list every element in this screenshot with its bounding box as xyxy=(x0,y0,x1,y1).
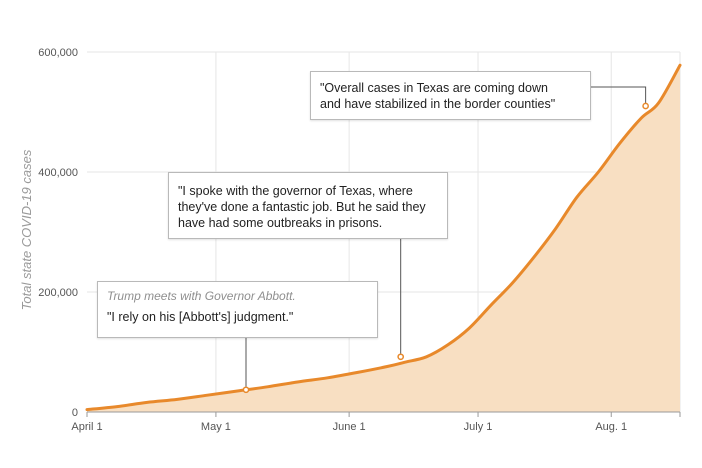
annotation-marker xyxy=(242,386,250,394)
annotation-prisons-quote: "I spoke with the governor of Texas, whe… xyxy=(168,172,448,239)
cases-area xyxy=(87,65,680,412)
y-tick-label: 600,000 xyxy=(38,47,78,59)
x-tick-label: Aug. 1 xyxy=(595,421,627,433)
x-tick-label: April 1 xyxy=(71,421,102,433)
annotation-leaders xyxy=(242,86,649,394)
annotation-border-counties-quote: "Overall cases in Texas are coming down … xyxy=(310,71,591,120)
annotation-abbott-meeting: Trump meets with Governor Abbott. "I rel… xyxy=(97,281,378,338)
cases-line xyxy=(85,63,682,412)
annotation-marker xyxy=(397,353,405,361)
x-tick-label: May 1 xyxy=(201,421,231,433)
annotation-quote-line: have had some outbreaks in prisons. xyxy=(178,216,383,230)
annotation-heading: Trump meets with Governor Abbott. xyxy=(107,289,296,303)
annotation-quote-line: "Overall cases in Texas are coming down xyxy=(320,81,548,95)
y-axis-label: Total state COVID-19 cases xyxy=(19,149,34,310)
y-tick-label: 0 xyxy=(72,407,78,419)
annotation-quote-line: "I rely on his [Abbott's] judgment." xyxy=(107,310,294,324)
axis-ticks: 0 200,000 400,000 600,000 April 1 May 1 June 1… xyxy=(38,47,681,433)
annotation-marker xyxy=(642,102,649,110)
annotation-quote-line: they've done a fantastic job. But he sai… xyxy=(178,200,426,214)
y-tick-label: 400,000 xyxy=(38,167,78,179)
annotation-leader-line xyxy=(591,86,647,103)
x-tick-label: June 1 xyxy=(333,421,366,433)
annotation-quote-line: "I spoke with the governor of Texas, whe… xyxy=(178,184,413,198)
annotation-quote-line: and have stabilized in the border counti… xyxy=(320,97,556,111)
x-tick-label: July 1 xyxy=(464,421,493,433)
y-tick-label: 200,000 xyxy=(38,287,78,299)
